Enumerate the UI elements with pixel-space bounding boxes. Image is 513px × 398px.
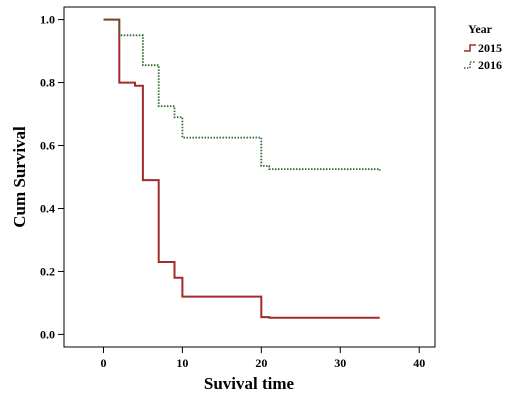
y-axis-title: Cum Survival [10, 126, 29, 228]
legend-swatch-2016 [464, 61, 476, 69]
y-tick-label: 0.6 [40, 139, 55, 153]
y-tick-label: 0.2 [40, 264, 55, 278]
series-line-2015 [103, 18, 380, 319]
y-tick-label: 0.4 [40, 201, 55, 215]
x-axis-title: Suvival time [204, 374, 295, 393]
y-tick-label: 1.0 [40, 13, 55, 27]
legend-item-2015: 2015 [464, 41, 502, 55]
y-tick-label: 0.8 [40, 76, 55, 90]
plot-frame [63, 6, 436, 348]
x-tick-label: 30 [334, 356, 346, 370]
series-layer [103, 18, 381, 319]
x-axis: 0 10 20 30 40 [100, 347, 425, 370]
legend: Year 2015 2016 [464, 22, 502, 72]
legend-item-2016: 2016 [464, 58, 502, 72]
legend-swatch-2015 [464, 44, 476, 52]
legend-label-2015: 2015 [478, 41, 502, 55]
x-tick-label: 40 [413, 356, 425, 370]
legend-label-2016: 2016 [478, 58, 502, 72]
y-tick-label: 0.0 [40, 327, 55, 341]
series-line-2016 [103, 18, 381, 171]
x-tick-label: 10 [176, 356, 188, 370]
x-tick-label: 20 [255, 356, 267, 370]
x-tick-label: 0 [100, 356, 106, 370]
y-axis: 0.0 0.2 0.4 0.6 0.8 1.0 [40, 13, 64, 341]
legend-title: Year [468, 22, 493, 36]
